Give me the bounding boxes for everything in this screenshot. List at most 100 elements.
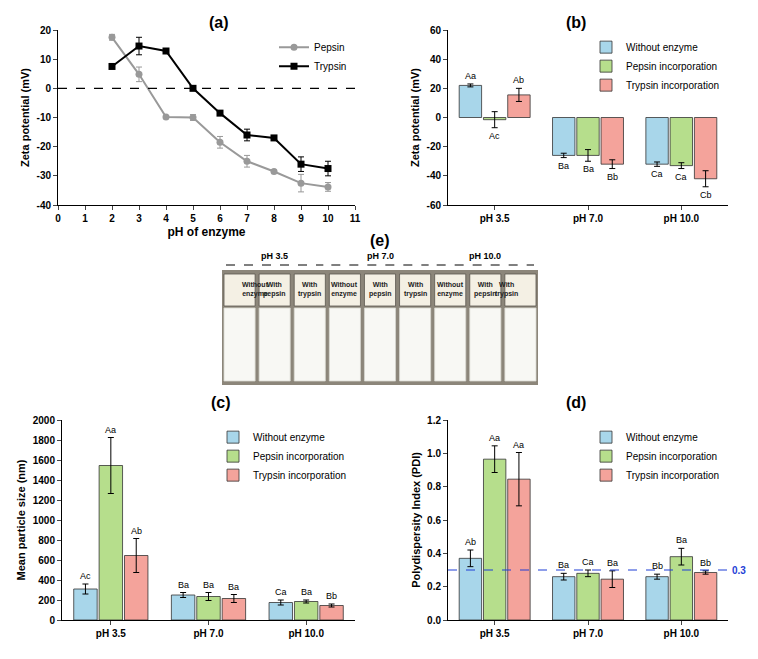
- svg-text:Bb: Bb: [652, 561, 663, 571]
- svg-text:0.3: 0.3: [732, 565, 746, 576]
- svg-text:pH 7.0: pH 7.0: [573, 628, 603, 639]
- svg-text:Withpepsin: Withpepsin: [263, 281, 286, 298]
- svg-text:Ac: Ac: [80, 571, 91, 581]
- svg-text:Ba: Ba: [228, 582, 239, 592]
- svg-text:Ab: Ab: [513, 75, 524, 85]
- svg-text:(b): (b): [566, 14, 586, 31]
- svg-text:Without enzyme: Without enzyme: [626, 432, 698, 443]
- svg-text:2: 2: [109, 213, 115, 224]
- svg-text:-20: -20: [37, 141, 52, 152]
- svg-text:60: 60: [430, 25, 442, 36]
- svg-text:pH 10.0: pH 10.0: [469, 251, 501, 261]
- svg-text:Ba: Ba: [178, 580, 189, 590]
- svg-text:Ba: Ba: [558, 560, 569, 570]
- svg-text:11: 11: [350, 213, 361, 224]
- svg-text:0: 0: [55, 213, 61, 224]
- svg-text:pH 10.0: pH 10.0: [664, 628, 700, 639]
- svg-text:pH of enzyme: pH of enzyme: [167, 225, 245, 239]
- svg-text:400: 400: [38, 575, 55, 586]
- svg-text:7: 7: [244, 213, 250, 224]
- svg-text:Ba: Ba: [676, 535, 687, 545]
- svg-text:800: 800: [38, 535, 55, 546]
- svg-text:pH 3.5: pH 3.5: [480, 213, 510, 224]
- svg-text:Withoutenzyme: Withoutenzyme: [437, 281, 464, 298]
- svg-text:Pepsin incorporation: Pepsin incorporation: [626, 61, 717, 72]
- svg-text:Ba: Ba: [301, 587, 312, 597]
- svg-text:Pepsin: Pepsin: [314, 42, 345, 53]
- svg-text:(c): (c): [211, 394, 231, 411]
- svg-text:Trypsin incorporation: Trypsin incorporation: [626, 470, 719, 481]
- svg-text:pH 3.5: pH 3.5: [96, 628, 126, 639]
- svg-text:0.4: 0.4: [427, 548, 441, 559]
- svg-text:pH 3.5: pH 3.5: [480, 628, 510, 639]
- svg-text:40: 40: [430, 54, 442, 65]
- svg-text:Aa: Aa: [489, 433, 500, 443]
- svg-text:Aa: Aa: [513, 440, 524, 450]
- svg-text:Ab: Ab: [465, 537, 476, 547]
- svg-text:pH 7.0: pH 7.0: [193, 628, 223, 639]
- svg-text:Withtrypsin: Withtrypsin: [404, 281, 427, 298]
- svg-text:pH 7.0: pH 7.0: [573, 213, 603, 224]
- svg-text:Withtrypsin: Withtrypsin: [298, 281, 321, 298]
- svg-text:1: 1: [82, 213, 88, 224]
- svg-text:4: 4: [163, 213, 169, 224]
- svg-text:Polydispersity Index (PDI): Polydispersity Index (PDI): [410, 452, 422, 588]
- svg-text:Mean particle size (nm): Mean particle size (nm): [15, 459, 27, 580]
- svg-text:-60: -60: [427, 200, 442, 211]
- svg-text:Trypsin: Trypsin: [314, 61, 346, 72]
- svg-text:8: 8: [271, 213, 277, 224]
- svg-text:Ab: Ab: [131, 526, 142, 536]
- svg-text:Zeta potential (mV): Zeta potential (mV): [409, 68, 421, 167]
- svg-text:600: 600: [38, 555, 55, 566]
- svg-text:pH 7.0: pH 7.0: [367, 251, 394, 261]
- svg-text:Ca: Ca: [275, 587, 287, 597]
- svg-text:6: 6: [217, 213, 223, 224]
- svg-text:1200: 1200: [33, 495, 56, 506]
- svg-text:(e): (e): [370, 232, 390, 249]
- svg-text:Zeta potential (mV): Zeta potential (mV): [19, 68, 31, 167]
- svg-text:0: 0: [45, 83, 51, 94]
- svg-text:2000: 2000: [33, 415, 56, 426]
- svg-text:200: 200: [38, 595, 55, 606]
- svg-text:-20: -20: [427, 141, 442, 152]
- svg-text:Pepsin incorporation: Pepsin incorporation: [253, 451, 344, 462]
- svg-text:Trypsin incorporation: Trypsin incorporation: [626, 80, 719, 91]
- svg-text:-40: -40: [427, 170, 442, 181]
- svg-text:Ba: Ba: [558, 161, 569, 171]
- svg-text:Aa: Aa: [105, 425, 116, 435]
- svg-text:0.6: 0.6: [427, 515, 441, 526]
- svg-text:(d): (d): [566, 394, 586, 411]
- svg-text:0: 0: [435, 112, 441, 123]
- svg-text:Ba: Ba: [607, 558, 618, 568]
- svg-text:Ba: Ba: [583, 164, 594, 174]
- svg-text:Ca: Ca: [675, 172, 687, 182]
- svg-text:Withtrypsin: Withtrypsin: [495, 281, 518, 298]
- svg-text:Withoutenzyme: Withoutenzyme: [242, 281, 269, 298]
- svg-text:pH 10.0: pH 10.0: [664, 213, 700, 224]
- svg-text:Without enzyme: Without enzyme: [253, 432, 325, 443]
- svg-text:Bb: Bb: [326, 591, 337, 601]
- svg-text:pH 3.5: pH 3.5: [261, 251, 288, 261]
- svg-text:0.2: 0.2: [427, 581, 441, 592]
- svg-text:(a): (a): [209, 14, 229, 31]
- svg-text:1.0: 1.0: [427, 448, 441, 459]
- svg-text:Withpepsin: Withpepsin: [474, 281, 497, 298]
- svg-text:Bb: Bb: [700, 558, 711, 568]
- svg-text:-10: -10: [37, 112, 52, 123]
- svg-text:Ca: Ca: [651, 169, 663, 179]
- svg-text:Aa: Aa: [465, 71, 476, 81]
- svg-text:Withpepsin: Withpepsin: [369, 281, 392, 298]
- svg-text:Cb: Cb: [700, 190, 712, 200]
- svg-text:20: 20: [430, 83, 442, 94]
- svg-text:1000: 1000: [33, 515, 56, 526]
- svg-text:1400: 1400: [33, 475, 56, 486]
- svg-text:0: 0: [49, 615, 55, 626]
- svg-text:Pepsin incorporation: Pepsin incorporation: [626, 451, 717, 462]
- svg-text:0.8: 0.8: [427, 481, 441, 492]
- svg-text:10: 10: [40, 54, 52, 65]
- svg-text:1.2: 1.2: [427, 415, 441, 426]
- svg-text:-40: -40: [37, 200, 52, 211]
- svg-text:Without enzyme: Without enzyme: [626, 42, 698, 53]
- svg-text:Withoutenzyme: Withoutenzyme: [331, 281, 358, 298]
- svg-text:1800: 1800: [33, 435, 56, 446]
